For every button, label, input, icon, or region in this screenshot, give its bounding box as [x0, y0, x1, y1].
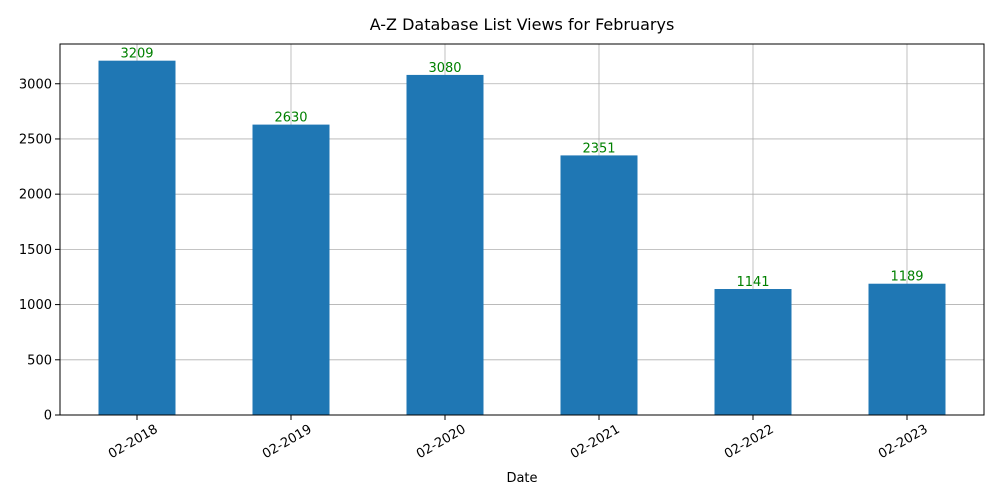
bar-02-2018: [98, 60, 176, 416]
x-tick-label: 02-2023: [876, 422, 931, 462]
bar-02-2020: [406, 74, 484, 416]
y-tick-label: 500: [27, 353, 52, 368]
bar-02-2023: [868, 283, 946, 415]
y-tick-label: 3000: [19, 77, 52, 92]
bar-02-2021: [560, 155, 638, 416]
y-tick-label: 0: [44, 409, 52, 424]
x-tick-label: 02-2019: [260, 422, 315, 462]
chart-title: A-Z Database List Views for Februarys: [370, 15, 675, 34]
data-label: 3080: [428, 61, 461, 76]
plot-frame: [59, 43, 985, 416]
data-label: 3209: [120, 47, 153, 62]
bar-02-2019: [252, 124, 330, 416]
data-label: 1141: [736, 275, 769, 290]
y-tick-label: 2500: [19, 132, 52, 147]
y-axis: 0 500 1000 1500 2000 2500 3000: [19, 77, 60, 424]
bar-02-2022: [714, 289, 792, 415]
y-tick-label: 2000: [19, 188, 52, 203]
x-tick-label: 02-2022: [722, 422, 777, 462]
y-tick-label: 1000: [19, 298, 52, 313]
bars: [98, 60, 946, 416]
grid: [60, 44, 984, 416]
x-tick-label: 02-2018: [106, 422, 161, 462]
x-axis-label: Date: [506, 471, 537, 486]
data-label: 2351: [582, 141, 615, 156]
y-tick-label: 1500: [19, 243, 52, 258]
data-label: 1189: [890, 270, 923, 285]
x-tick-label: 02-2021: [568, 422, 623, 462]
x-axis: 02-2018 02-2019 02-2020 02-2021 02-2022 02-20…: [106, 415, 931, 462]
x-tick-label: 02-2020: [414, 422, 469, 462]
data-labels: 3209 2630 3080 2351 1141 1189: [120, 47, 923, 290]
data-label: 2630: [274, 111, 307, 126]
